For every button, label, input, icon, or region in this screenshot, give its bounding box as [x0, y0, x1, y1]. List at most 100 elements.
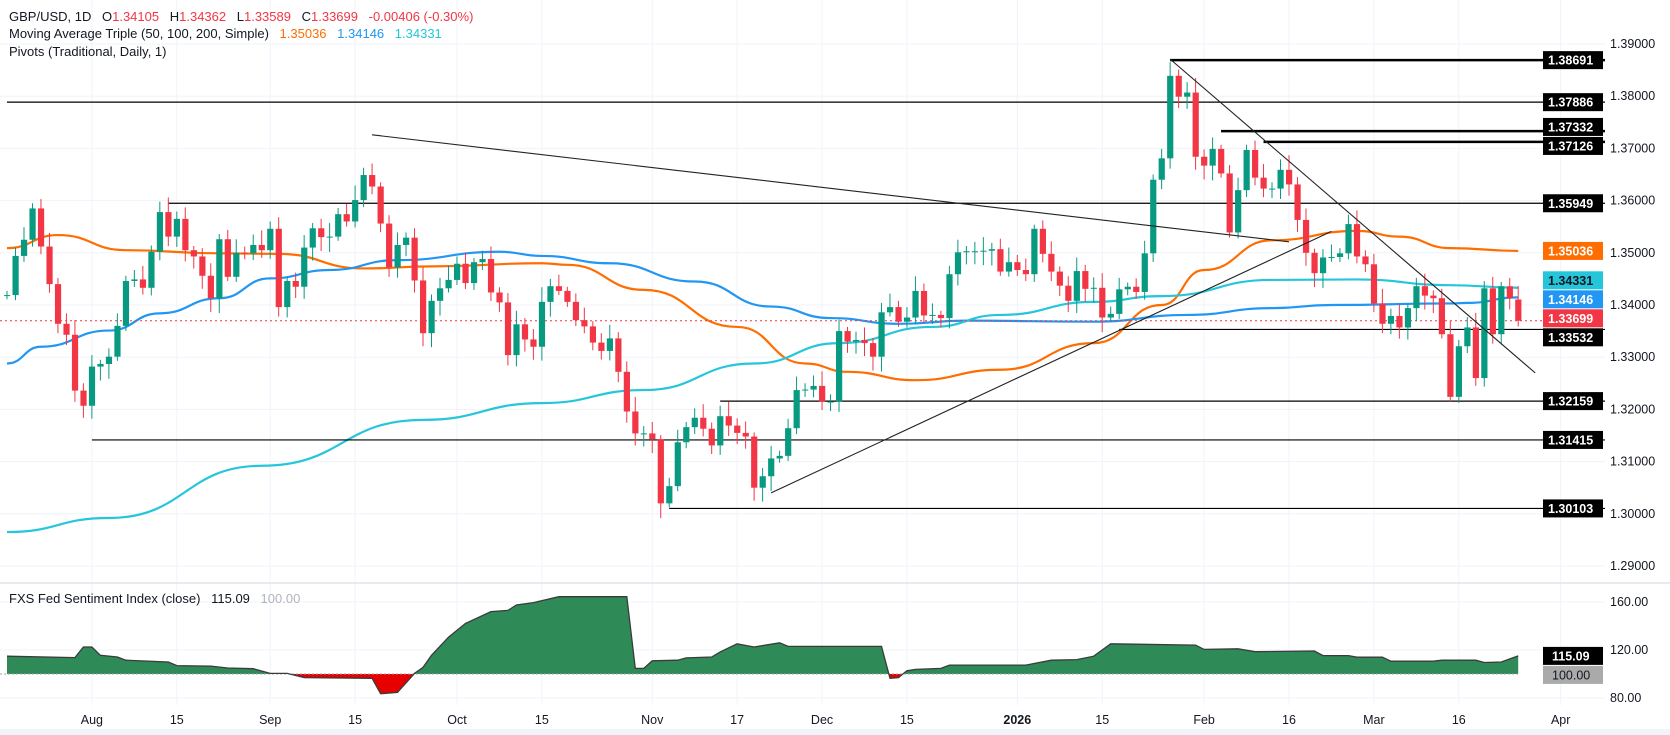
candle: [420, 266, 427, 347]
candle: [71, 320, 79, 402]
candle: [139, 265, 147, 295]
candle-body: [1107, 313, 1114, 318]
candle: [793, 376, 800, 435]
candle-body: [12, 255, 19, 296]
candle: [1328, 244, 1335, 262]
candle: [1498, 282, 1505, 345]
label-text: 1.35949: [1548, 197, 1593, 211]
candle: [768, 445, 775, 491]
candle-body: [1099, 287, 1106, 318]
change-value: -0.00406 (-0.30%): [368, 9, 474, 24]
candle: [1421, 273, 1429, 310]
candle: [937, 310, 945, 328]
candle-body: [1396, 315, 1403, 328]
candle: [615, 332, 622, 383]
price-axis[interactable]: 1.39000 1.38000 1.37000 1.36000 1.35000 1.340…: [1610, 37, 1655, 705]
candle-body: [29, 208, 36, 240]
low-label: L: [236, 9, 244, 24]
candle-body: [420, 280, 427, 334]
candle: [377, 182, 384, 233]
candle: [12, 247, 19, 301]
candle: [1387, 308, 1395, 335]
candle: [1056, 266, 1063, 297]
candle-body: [284, 280, 291, 308]
candle: [173, 211, 180, 247]
candle-body: [623, 371, 630, 412]
label-text: 115.09: [1552, 649, 1590, 663]
candle: [1124, 282, 1131, 296]
trendline: [1169, 58, 1536, 374]
candle-body: [810, 385, 817, 390]
candle: [1243, 144, 1250, 197]
symbol-title[interactable]: GBP/USD, 1D: [9, 9, 92, 24]
candle: [318, 218, 325, 252]
candle-body: [1065, 285, 1072, 301]
candle: [751, 432, 758, 501]
candle-body: [1014, 262, 1021, 271]
candle: [1396, 304, 1403, 339]
candle: [1005, 247, 1013, 277]
time-tick-label: Nov: [641, 713, 664, 727]
candle-body: [1362, 256, 1369, 265]
sentiment-area-above: [7, 596, 1519, 674]
pivots-title[interactable]: Pivots (Traditional, Daily, 1): [9, 44, 167, 59]
time-tick-label: 15: [900, 713, 914, 727]
candle-body: [980, 250, 987, 252]
candle: [598, 333, 605, 360]
candle: [963, 246, 970, 265]
candle-body: [470, 262, 478, 284]
label-text: 100.00: [1552, 668, 1590, 682]
candle-body: [886, 307, 894, 313]
candle-body: [802, 389, 809, 391]
candle: [156, 201, 164, 261]
candle-body: [1022, 270, 1029, 275]
time-tick-label: Oct: [447, 713, 467, 727]
candle: [360, 167, 367, 207]
candle: [386, 215, 393, 277]
candle-body: [1413, 286, 1420, 309]
candle: [513, 310, 520, 367]
candle-body: [751, 436, 758, 488]
candle: [199, 248, 206, 289]
sentiment-line: [6, 596, 1519, 695]
candle: [1379, 288, 1386, 334]
candle-body: [954, 252, 962, 275]
candle-body: [250, 244, 257, 254]
candle: [683, 421, 690, 449]
candle: [462, 252, 469, 290]
candle-body: [326, 236, 333, 238]
candle: [742, 421, 749, 449]
candle-body: [114, 325, 121, 357]
time-axis[interactable]: Aug 15 Sep 15 Oct 15 Nov 17 Dec 15 2026 15 Feb 16 Mar 1…: [81, 713, 1571, 727]
candle: [589, 321, 597, 351]
symbol-legend: GBP/USD, 1D O1.34105 H1.34362 L1.33589 C…: [9, 8, 473, 25]
label-box: [1543, 328, 1603, 347]
candle-body: [1260, 177, 1267, 189]
candle-body: [233, 252, 240, 277]
candle-body: [182, 218, 189, 251]
candle: [369, 163, 376, 195]
candle: [1404, 303, 1412, 340]
candle-body: [1192, 92, 1199, 157]
sentiment-tick-label: 80.00: [1610, 691, 1641, 705]
open-value: 1.34105: [112, 9, 160, 24]
candle: [1150, 174, 1157, 262]
candle: [20, 227, 28, 262]
candle-body: [46, 246, 53, 285]
candle-body: [97, 363, 104, 367]
candle-body: [521, 324, 529, 340]
candle-body: [37, 208, 45, 247]
ma-title[interactable]: Moving Average Triple (50, 100, 200, Sim…: [9, 26, 269, 41]
candle-body: [785, 428, 792, 456]
sentiment-title[interactable]: FXS Fed Sentiment Index (close): [9, 591, 201, 606]
candle: [1252, 140, 1259, 186]
candle-body: [657, 439, 664, 504]
candle: [1277, 159, 1284, 199]
candle: [844, 326, 851, 353]
candle-body: [1438, 298, 1446, 335]
candle-body: [428, 300, 435, 334]
candle: [335, 207, 342, 241]
candle-body: [717, 416, 724, 446]
